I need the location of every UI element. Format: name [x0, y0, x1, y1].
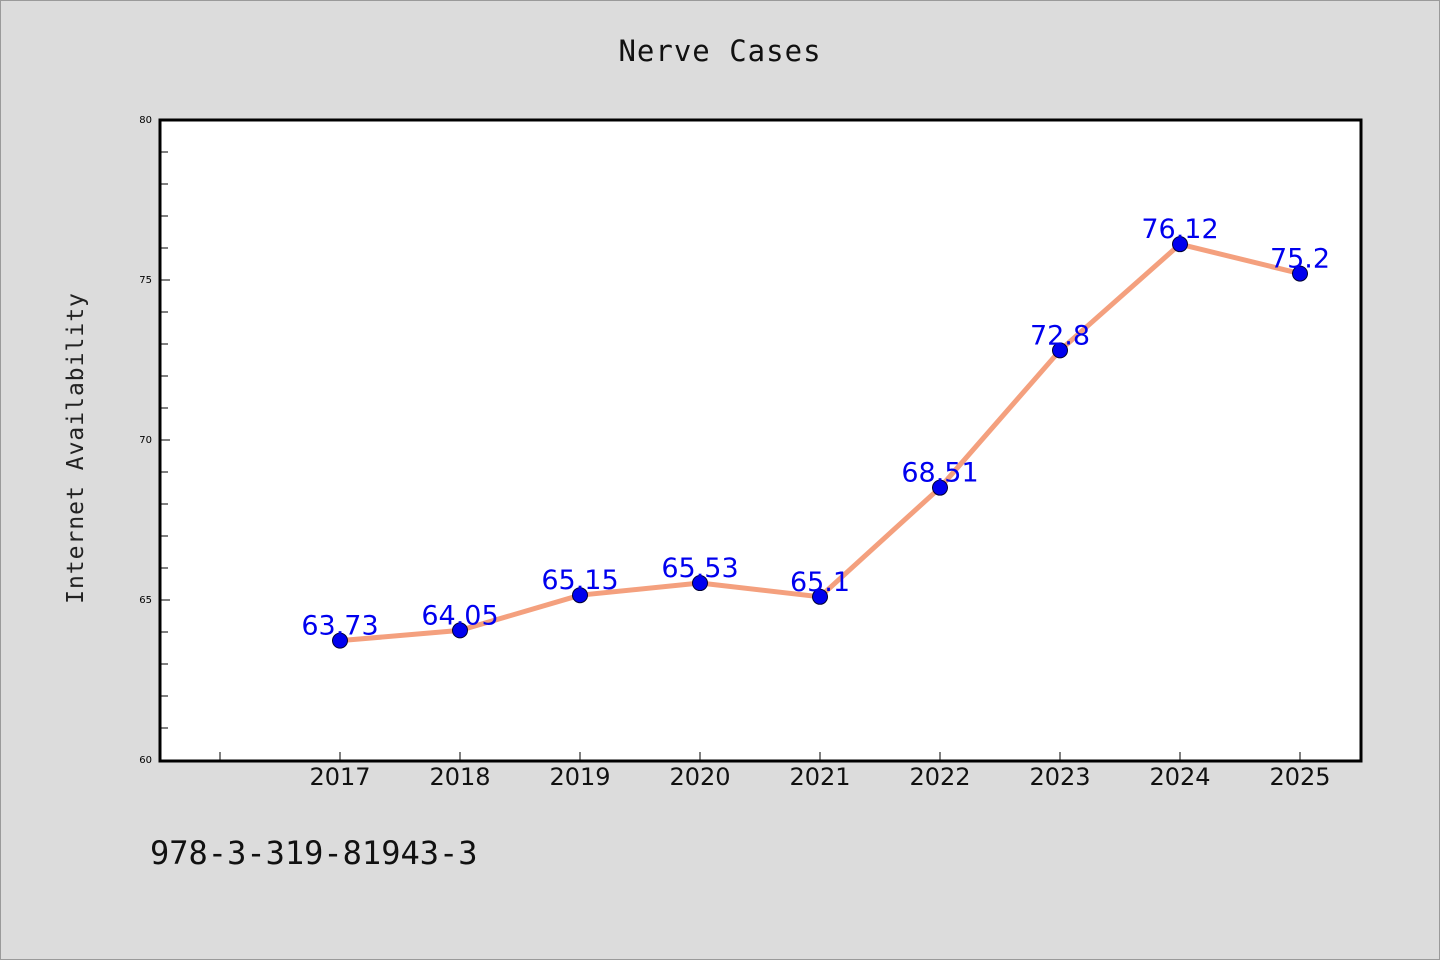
data-label: 64.05: [421, 600, 498, 631]
data-point: [1292, 265, 1308, 282]
chart-title: Nerve Cases: [618, 34, 822, 68]
data-label: 65.15: [541, 565, 618, 596]
x-axis-ticks: 2017 2018 2019 2020 2021 2022 2023 2024 2025: [219, 752, 1331, 791]
x-tick-label: 2021: [789, 763, 850, 791]
x-tick-label: 2019: [549, 763, 610, 791]
data-label: 63.73: [301, 611, 378, 642]
y-axis-ticks: 60 65 70 75 80: [139, 115, 170, 766]
x-tick-label: 2020: [669, 763, 730, 791]
data-point: [452, 622, 468, 639]
x-tick-label: 2023: [1029, 763, 1090, 791]
x-tick-label: 2025: [1269, 763, 1330, 791]
data-label: 65.1: [790, 567, 850, 598]
data-point: [932, 479, 948, 496]
y-tick-label: 70: [139, 435, 152, 446]
plot-area: [158, 118, 1363, 763]
data-label: 72.8: [1030, 320, 1090, 351]
data-label: 75.2: [1270, 244, 1330, 275]
series-markers: [332, 236, 1308, 649]
y-tick-label: 65: [139, 595, 152, 606]
data-point: [692, 575, 708, 592]
x-tick-label: 2024: [1149, 763, 1210, 791]
data-point: [1052, 342, 1068, 359]
data-point: [1172, 236, 1188, 253]
isbn-footer: 978-3-319-81943-3: [150, 834, 478, 872]
x-tick-label: 2017: [309, 763, 370, 791]
y-tick-label: 80: [139, 115, 152, 126]
x-tick-label: 2018: [429, 763, 490, 791]
data-labels: 63.73 64.05 65.15 65.53 65.1 68.51 72.8 76.12 75…: [301, 214, 1330, 641]
data-label: 68.51: [901, 458, 978, 489]
y-tick-label: 75: [139, 275, 152, 286]
data-label: 65.53: [661, 553, 738, 584]
x-tick-label: 2022: [909, 763, 970, 791]
data-point: [572, 587, 588, 604]
data-point: [332, 632, 348, 649]
y-tick-label: 60: [139, 755, 152, 766]
data-label: 76.12: [1141, 214, 1218, 245]
data-point: [812, 588, 828, 605]
